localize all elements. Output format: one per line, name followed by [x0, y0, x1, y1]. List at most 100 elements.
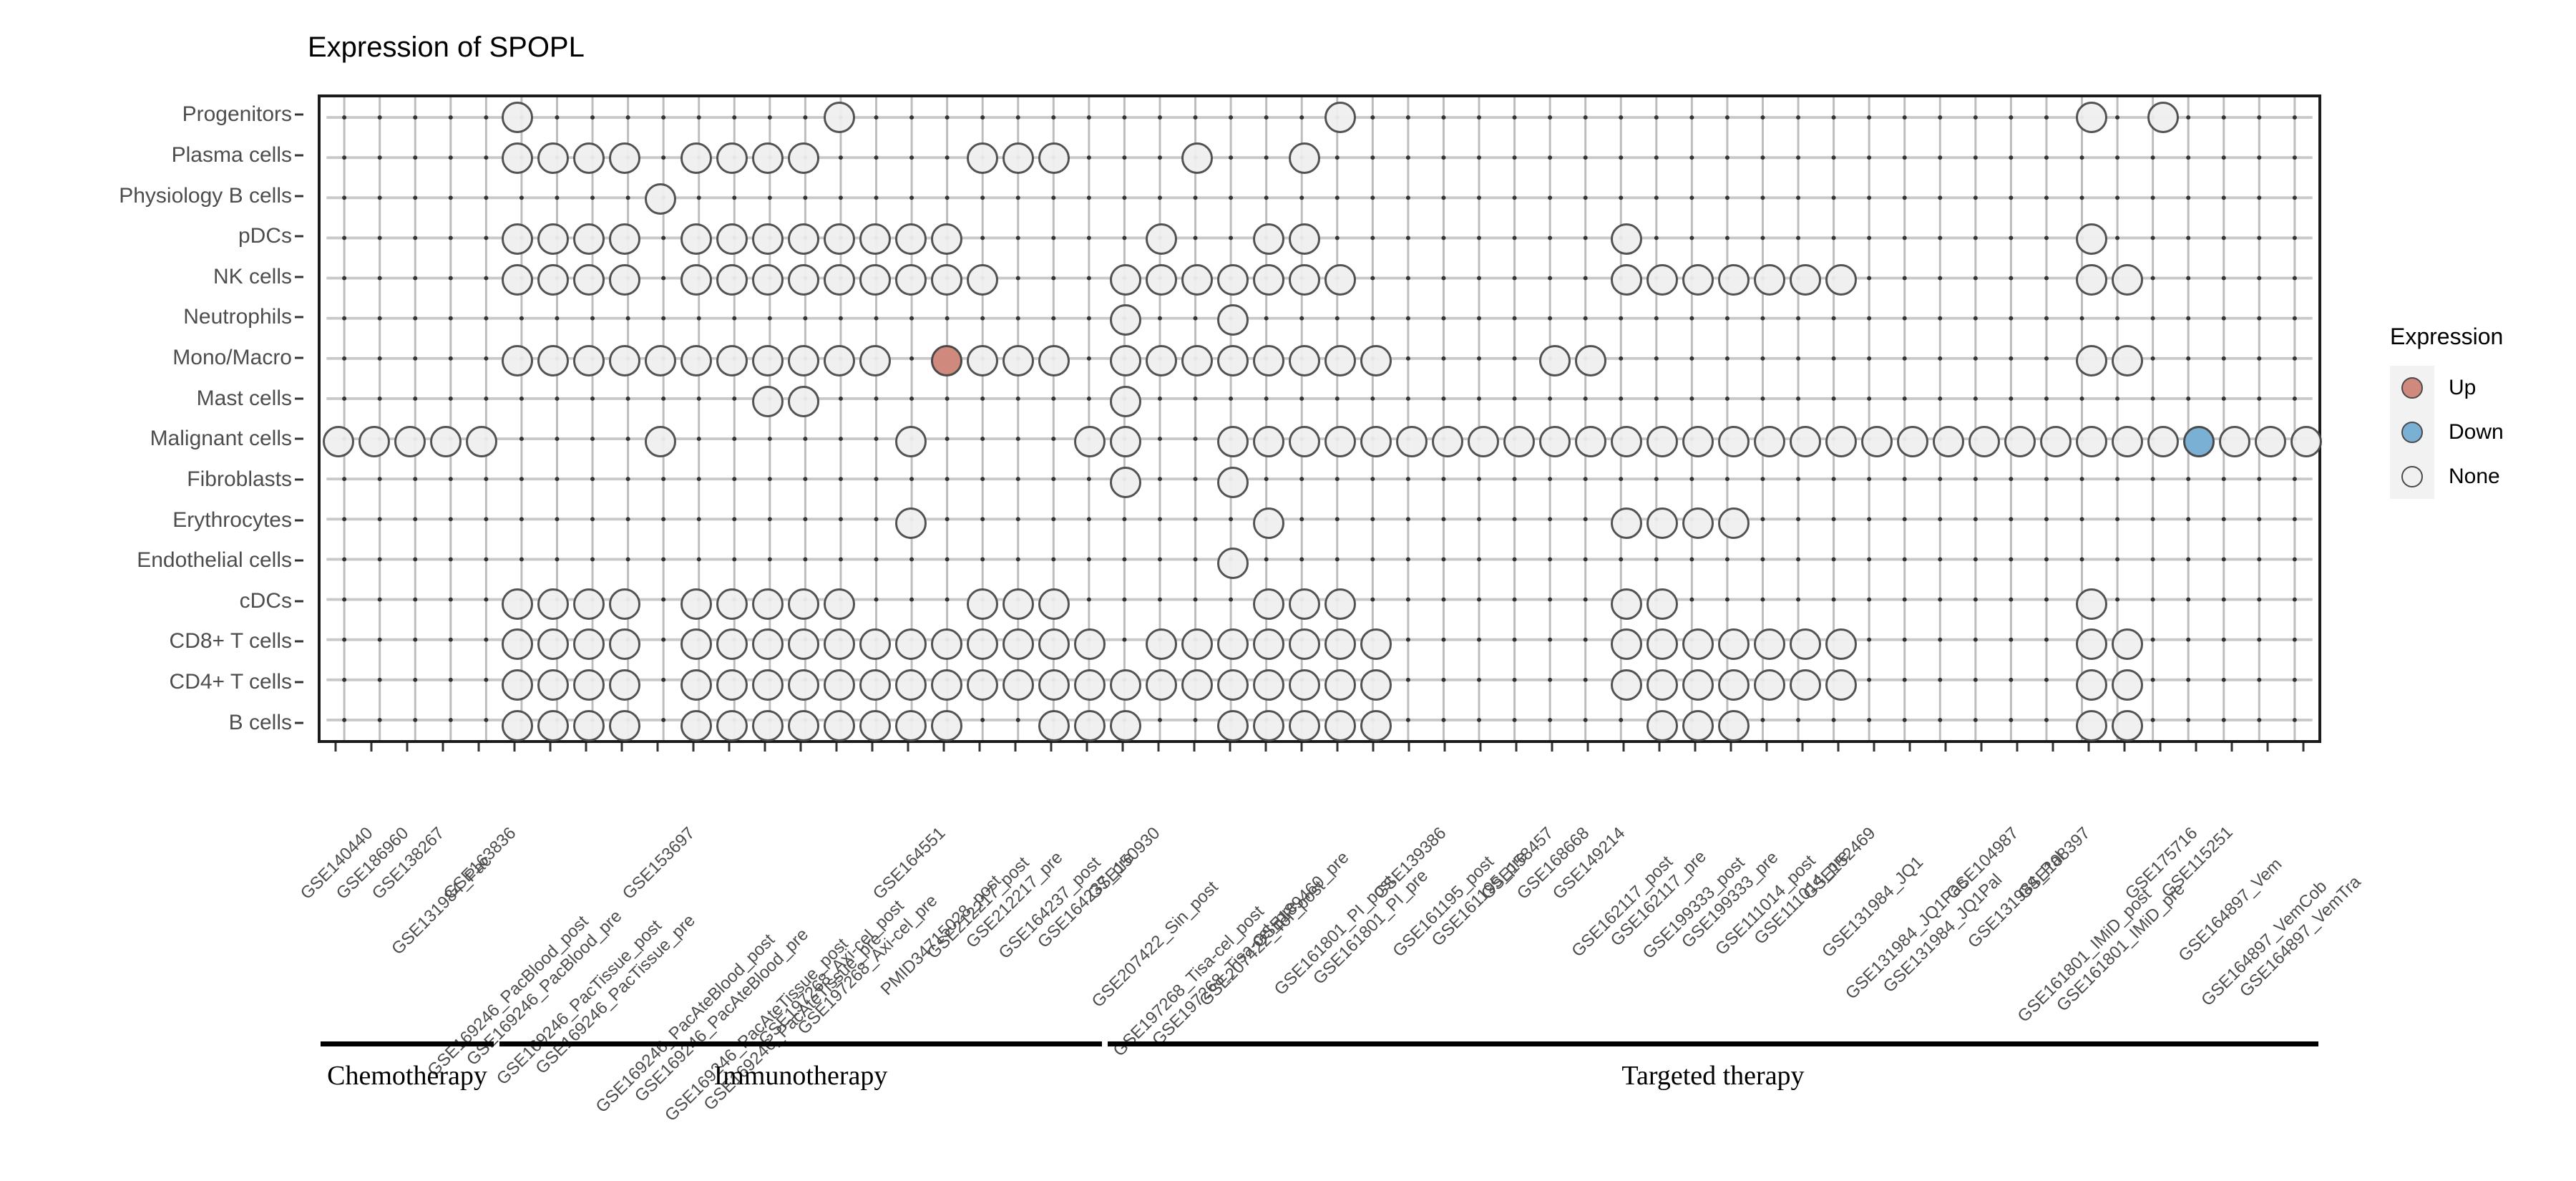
expression-dot[interactable] [680, 709, 712, 742]
expression-dot[interactable] [609, 669, 640, 701]
expression-dot[interactable] [1396, 426, 1428, 458]
expression-dot[interactable] [2290, 426, 2322, 458]
expression-dot[interactable] [1002, 345, 1034, 377]
legend-item[interactable]: Down [2390, 410, 2569, 455]
expression-dot[interactable] [645, 426, 676, 458]
expression-dot[interactable] [1289, 263, 1320, 296]
expression-dot[interactable] [1217, 709, 1249, 742]
expression-dot[interactable] [502, 142, 533, 174]
expression-dot[interactable] [1289, 223, 1320, 256]
expression-dot[interactable] [1718, 669, 1750, 701]
expression-dot[interactable] [859, 263, 891, 296]
expression-dot[interactable] [1682, 628, 1714, 661]
expression-dot[interactable] [1682, 669, 1714, 701]
expression-dot[interactable] [502, 628, 533, 661]
expression-dot[interactable] [1146, 628, 1177, 661]
expression-dot[interactable] [1110, 385, 1141, 417]
expression-dot[interactable] [1790, 426, 1821, 458]
expression-dot[interactable] [1038, 628, 1070, 661]
expression-dot[interactable] [1503, 426, 1535, 458]
expression-dot[interactable] [680, 263, 712, 296]
expression-dot[interactable] [1575, 426, 1606, 458]
expression-dot[interactable] [1324, 669, 1356, 701]
expression-dot[interactable] [609, 142, 640, 174]
expression-dot[interactable] [1146, 345, 1177, 377]
expression-dot[interactable] [1611, 669, 1642, 701]
expression-dot[interactable] [1002, 669, 1034, 701]
expression-dot[interactable] [502, 223, 533, 256]
expression-dot[interactable] [788, 628, 819, 661]
expression-dot[interactable] [1646, 263, 1678, 296]
expression-dot[interactable] [1217, 669, 1249, 701]
expression-dot[interactable] [1038, 588, 1070, 620]
expression-dot[interactable] [2112, 669, 2143, 701]
expression-dot[interactable] [430, 426, 462, 458]
expression-dot[interactable] [859, 628, 891, 661]
expression-dot[interactable] [1217, 263, 1249, 296]
expression-dot[interactable] [1933, 426, 1964, 458]
expression-dot[interactable] [1646, 628, 1678, 661]
expression-dot[interactable] [1646, 426, 1678, 458]
expression-dot[interactable] [716, 223, 748, 256]
expression-dot[interactable] [1682, 507, 1714, 539]
expression-dot[interactable] [537, 345, 569, 377]
expression-dot[interactable] [1110, 263, 1141, 296]
expression-dot[interactable] [859, 669, 891, 701]
expression-dot[interactable] [1790, 628, 1821, 661]
expression-dot[interactable] [824, 223, 855, 256]
expression-dot[interactable] [824, 102, 855, 134]
expression-dot[interactable] [502, 709, 533, 742]
expression-dot[interactable] [1646, 588, 1678, 620]
expression-dot[interactable] [752, 223, 784, 256]
expression-dot[interactable] [1754, 426, 1785, 458]
legend-item[interactable]: None [2390, 455, 2569, 499]
expression-dot[interactable] [1682, 263, 1714, 296]
expression-dot[interactable] [609, 223, 640, 256]
expression-dot[interactable] [1754, 263, 1785, 296]
expression-dot[interactable] [931, 263, 962, 296]
expression-dot[interactable] [1539, 345, 1571, 377]
expression-dot[interactable] [1146, 223, 1177, 256]
expression-dot[interactable] [1324, 628, 1356, 661]
expression-dot[interactable] [1360, 709, 1392, 742]
expression-dot[interactable] [2183, 426, 2215, 458]
expression-dot[interactable] [680, 345, 712, 377]
expression-dot[interactable] [1360, 669, 1392, 701]
expression-dot[interactable] [1253, 669, 1284, 701]
expression-dot[interactable] [680, 223, 712, 256]
expression-dot[interactable] [1074, 628, 1106, 661]
expression-dot[interactable] [1682, 426, 1714, 458]
expression-dot[interactable] [1360, 345, 1392, 377]
expression-dot[interactable] [1611, 628, 1642, 661]
expression-dot[interactable] [502, 669, 533, 701]
expression-dot[interactable] [573, 142, 605, 174]
expression-dot[interactable] [609, 588, 640, 620]
expression-dot[interactable] [1718, 507, 1750, 539]
expression-dot[interactable] [2004, 426, 2036, 458]
expression-dot[interactable] [788, 669, 819, 701]
expression-dot[interactable] [1646, 507, 1678, 539]
expression-dot[interactable] [680, 142, 712, 174]
expression-dot[interactable] [1253, 223, 1284, 256]
expression-dot[interactable] [1110, 426, 1141, 458]
expression-dot[interactable] [1253, 507, 1284, 539]
expression-dot[interactable] [1181, 263, 1213, 296]
expression-dot[interactable] [1825, 426, 1857, 458]
expression-dot[interactable] [824, 588, 855, 620]
expression-dot[interactable] [502, 263, 533, 296]
expression-dot[interactable] [895, 669, 927, 701]
expression-dot[interactable] [859, 709, 891, 742]
expression-dot[interactable] [2112, 345, 2143, 377]
expression-dot[interactable] [752, 669, 784, 701]
expression-dot[interactable] [573, 628, 605, 661]
expression-dot[interactable] [2076, 426, 2107, 458]
expression-dot[interactable] [1324, 426, 1356, 458]
expression-dot[interactable] [1718, 709, 1750, 742]
expression-dot[interactable] [1217, 304, 1249, 336]
expression-dot[interactable] [573, 709, 605, 742]
expression-dot[interactable] [537, 142, 569, 174]
expression-dot[interactable] [1074, 709, 1106, 742]
expression-dot[interactable] [680, 628, 712, 661]
expression-dot[interactable] [1646, 669, 1678, 701]
expression-dot[interactable] [716, 345, 748, 377]
